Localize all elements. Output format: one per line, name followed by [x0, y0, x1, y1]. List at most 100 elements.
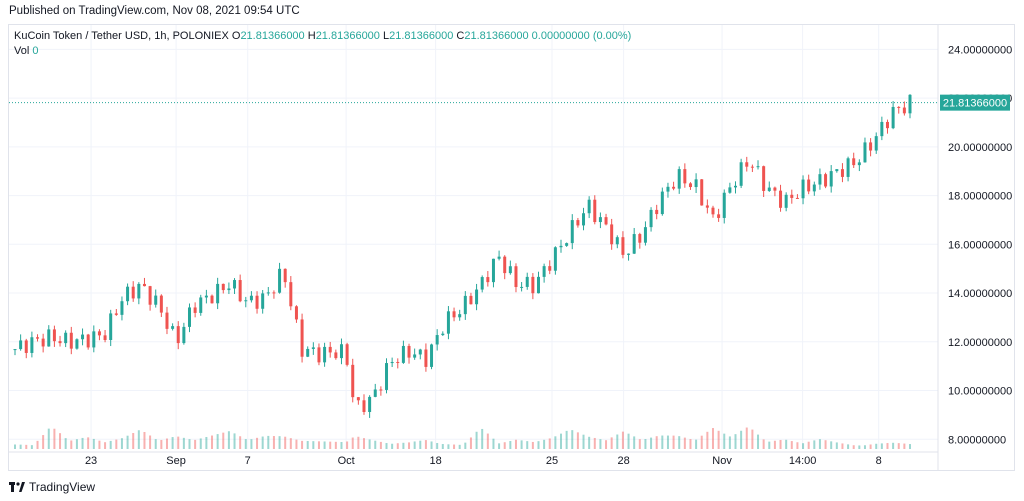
volume-bar: [92, 438, 95, 449]
volume-bar: [835, 442, 838, 449]
candle-body: [148, 286, 152, 305]
candle-body: [857, 162, 861, 166]
volume-bar: [644, 439, 647, 449]
candle-body: [587, 199, 591, 214]
candle-body: [69, 332, 73, 349]
volume-legend: Vol 0: [14, 45, 38, 57]
volume-bar: [351, 437, 354, 449]
candle-body: [779, 190, 783, 208]
volume-bar: [537, 441, 540, 449]
volume-bar: [526, 441, 529, 449]
candle-body: [424, 349, 428, 367]
x-tick-label: Nov: [712, 455, 732, 467]
volume-bar: [723, 433, 726, 449]
volume-bar: [154, 439, 157, 449]
current-price-tag: [940, 94, 1010, 111]
volume-bar: [362, 438, 365, 449]
volume-bar: [205, 436, 208, 449]
volume-bar: [346, 441, 349, 449]
candle-body: [131, 286, 135, 299]
volume-bar: [571, 430, 574, 449]
candle-body: [379, 389, 383, 391]
y-tick-label: 24.00000000: [948, 44, 1012, 56]
volume-bar: [469, 437, 472, 449]
volume-bar: [194, 439, 197, 449]
volume-bar: [886, 443, 889, 449]
volume-bar: [379, 441, 382, 449]
candle-body: [615, 237, 619, 245]
tradingview-footer[interactable]: TradingView: [9, 480, 95, 494]
volume-bar: [244, 439, 247, 449]
volume-bar: [582, 434, 585, 449]
volume-bar: [87, 437, 90, 449]
candle-body: [480, 277, 484, 290]
candle-body: [677, 169, 681, 189]
candle-body: [328, 346, 332, 353]
candle-body: [323, 346, 327, 363]
volume-bar: [267, 435, 270, 449]
volume-bar: [233, 433, 236, 449]
y-tick-label: 10.00000000: [948, 386, 1012, 398]
legend-change: 0.00000000 (0.00%): [531, 30, 632, 42]
candle-body: [840, 169, 844, 177]
candle-body: [345, 344, 349, 365]
volume-bar: [272, 436, 275, 449]
volume-bar: [408, 442, 411, 449]
x-tick-label: 18: [430, 455, 442, 467]
candle-body: [159, 295, 163, 313]
volume-bar: [768, 441, 771, 449]
legend-high-label: H: [307, 30, 316, 42]
chart-legend: KuCoin Token / Tether USD, 1h, POLONIEX …: [14, 30, 631, 42]
volume-bar: [762, 439, 765, 449]
volume-bar: [514, 439, 517, 449]
volume-bar: [447, 444, 450, 449]
candle-body: [272, 292, 276, 294]
candle-body: [536, 276, 540, 294]
volume-bar: [796, 442, 799, 449]
candle-body: [24, 340, 28, 353]
candle-body: [829, 171, 833, 187]
candle-body: [520, 286, 524, 288]
volume-bar: [813, 440, 816, 449]
candle-body: [435, 335, 439, 345]
candle-body: [700, 179, 704, 206]
candle-body: [97, 331, 101, 336]
candle-body: [559, 245, 563, 248]
volume-bar: [610, 437, 613, 449]
volume-bar: [334, 441, 337, 449]
candle-body: [852, 158, 856, 166]
volume-bar: [36, 440, 39, 449]
candle-body: [289, 282, 293, 307]
volume-bar: [301, 440, 304, 449]
candle-body: [249, 295, 253, 301]
candle-body: [81, 334, 85, 340]
candle-body: [734, 185, 738, 188]
candle-body: [176, 326, 180, 344]
candle-body: [542, 266, 546, 277]
volume-bar: [892, 442, 895, 449]
candle-body: [86, 334, 90, 348]
volume-bar: [683, 437, 686, 449]
candle-body: [514, 266, 518, 288]
volume-bar: [695, 439, 698, 449]
y-tick-label: 12.00000000: [948, 337, 1012, 349]
volume-bar: [576, 432, 579, 449]
volume-bar: [143, 431, 146, 449]
candle-body: [407, 345, 411, 358]
candle-body: [711, 207, 715, 215]
candle-body: [790, 194, 794, 198]
volume-bar: [847, 444, 850, 449]
volume-bar: [75, 439, 78, 449]
legend-close: 21.81366000: [464, 30, 529, 42]
candle-body: [508, 266, 512, 274]
candle-body: [475, 289, 479, 305]
x-tick-label: Oct: [338, 455, 355, 467]
candle-body: [705, 205, 709, 208]
candle-body: [835, 169, 839, 172]
candle-body: [784, 194, 788, 208]
volume-bar: [413, 441, 416, 449]
candle-body: [19, 340, 23, 350]
legend-low: 21.81366000: [389, 30, 454, 42]
volume-bar: [869, 444, 872, 449]
